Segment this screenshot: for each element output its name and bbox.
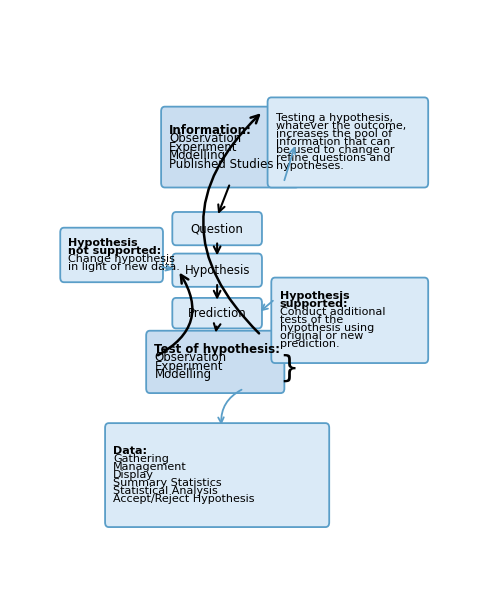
Text: original or new: original or new [280,331,363,341]
Text: Information:: Information: [169,124,252,137]
Text: hypothesis using: hypothesis using [280,323,374,334]
Text: Conduct additional: Conduct additional [280,307,385,317]
Text: Experiment: Experiment [169,140,238,154]
Text: Change hypothesis: Change hypothesis [68,254,175,264]
Text: Experiment: Experiment [154,359,223,373]
FancyArrowPatch shape [158,275,192,355]
Text: not supported:: not supported: [68,246,161,256]
Text: Prediction: Prediction [188,307,246,320]
Text: supported:: supported: [280,299,348,310]
Text: Modelling: Modelling [169,149,227,162]
FancyBboxPatch shape [161,107,299,187]
Text: Hypothesis: Hypothesis [280,292,349,301]
Text: Display: Display [113,470,154,480]
Text: be used to change or: be used to change or [276,145,394,155]
FancyBboxPatch shape [146,331,284,393]
FancyBboxPatch shape [173,254,262,287]
Text: tests of the: tests of the [280,316,343,325]
Text: Summary Statistics: Summary Statistics [113,478,222,488]
Text: refine questions and: refine questions and [276,154,390,163]
Text: Hypothesis: Hypothesis [185,263,250,277]
Text: Modelling: Modelling [154,368,212,381]
Text: in light of new data.: in light of new data. [68,262,180,272]
Text: Statistical Analysis: Statistical Analysis [113,486,218,496]
FancyBboxPatch shape [105,423,329,527]
Text: Gathering: Gathering [113,454,169,464]
FancyBboxPatch shape [60,227,163,282]
FancyBboxPatch shape [268,97,428,187]
Text: Published Studies: Published Studies [169,158,274,170]
Text: }: } [279,354,298,383]
FancyBboxPatch shape [173,298,262,328]
FancyBboxPatch shape [271,278,428,363]
Text: Management: Management [113,462,187,472]
Text: Question: Question [191,222,243,235]
Text: whatever the outcome,: whatever the outcome, [276,121,406,131]
FancyArrowPatch shape [203,115,259,334]
Text: prediction.: prediction. [280,340,339,349]
Text: hypotheses.: hypotheses. [276,161,344,172]
Text: increases the pool of: increases the pool of [276,130,392,139]
Text: Data:: Data: [113,446,147,456]
Text: Hypothesis: Hypothesis [68,238,138,248]
Text: Observation: Observation [169,132,241,145]
FancyBboxPatch shape [173,212,262,245]
Text: Test of hypothesis:: Test of hypothesis: [154,343,281,356]
Text: Testing a hypothesis,: Testing a hypothesis, [276,113,393,124]
Text: information that can: information that can [276,137,390,148]
Text: Accept/Reject Hypothesis: Accept/Reject Hypothesis [113,494,255,504]
Text: Observation: Observation [154,351,227,364]
